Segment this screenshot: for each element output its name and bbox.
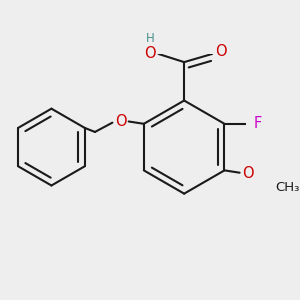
Text: O: O — [115, 114, 126, 129]
Text: O: O — [242, 167, 254, 182]
Text: CH₃: CH₃ — [276, 181, 300, 194]
Text: F: F — [254, 116, 262, 131]
Text: O: O — [145, 46, 156, 62]
Text: O: O — [216, 44, 227, 59]
Text: H: H — [146, 32, 155, 45]
